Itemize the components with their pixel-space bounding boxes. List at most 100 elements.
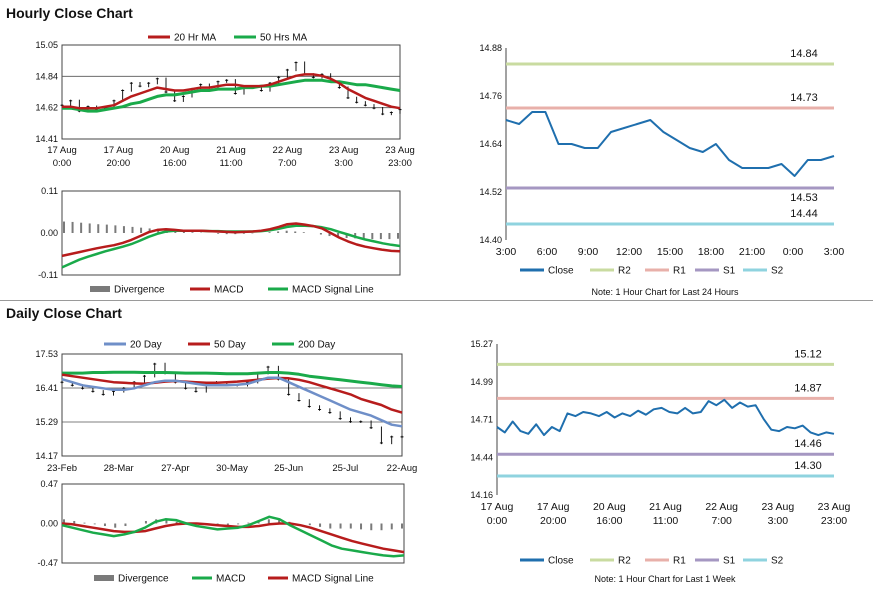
hourly-levels-note: Note: 1 Hour Chart for Last 24 Hours [591,287,739,297]
daily-levels-y-tick-label: 14.71 [470,415,493,425]
legend-daily-macd-label: MACD [216,574,245,585]
daily-levels-x-tick-label: 16:00 [596,515,622,527]
daily-macd-y-tick-label: -0.47 [37,558,58,568]
daily-levels-legend-r2-label: R2 [618,556,631,567]
daily-levels-legend-close-label: Close [548,556,574,567]
hourly-levels-s2-level-label: 14.44 [790,208,818,220]
daily-levels-s2-level-label: 14.30 [794,460,822,472]
daily-levels-x-tick-label: 23 Aug [761,501,794,513]
hourly-price-plot-area [61,44,401,140]
hourly-price-x-tick-label: 22 Aug [273,145,303,156]
daily-price-y-tick-label: 16.41 [35,383,58,393]
hourly-price-x-tick-label: 23 Aug [329,145,359,156]
daily-levels-x-tick-label: 21 Aug [649,501,682,513]
legend-50hrs-ma-label: 50 Hrs MA [260,33,308,44]
hourly-price-y-tick-label: 14.41 [35,134,58,144]
hourly-levels-s1-level-label: 14.53 [790,192,818,204]
daily-section-title: Daily Close Chart [6,305,122,321]
hourly-macd-plot-area [61,190,401,276]
daily-50day-line [61,373,403,414]
legend-hourly-macd-label: MACD [214,285,243,296]
daily-levels-x-tick-label: 23:00 [821,515,847,527]
daily-levels-s1-level-label: 14.46 [794,438,822,450]
daily-price-y-tick-label: 15.29 [35,417,58,427]
hourly-levels-x-tick-label: 18:00 [698,246,724,258]
hourly-levels-y-tick-label: 14.40 [479,235,502,245]
daily-price-x-tick-label: 28-Mar [104,463,134,474]
daily-macd-line [61,515,405,558]
hourly-price-x-tick-label: 20 Aug [160,145,190,156]
section-divider [0,300,873,301]
hourly-levels-legend-r1-label: R1 [673,266,686,277]
legend-hourly-divergence-label: Divergence [114,285,165,296]
daily-levels-x-tick-label: 23 Aug [818,501,851,513]
daily-levels-legend-s2-label: S2 [771,556,784,567]
hourly-levels-x-tick-label: 12:00 [616,246,642,258]
daily-200day-line [62,370,403,388]
daily-price-y-tick-label: 17.53 [35,349,58,359]
hourly-levels-y-tick-label: 14.64 [479,139,502,149]
hourly-levels-r1-level-label: 14.73 [790,92,818,104]
hourly-levels-x-tick-label: 15:00 [657,246,683,258]
daily-levels-close-line [496,398,835,437]
daily-levels-x-tick-label: 3:00 [768,515,789,527]
hourly-levels-legend-s1-label: S1 [723,266,736,277]
hourly-levels-x-tick-label: 9:00 [578,246,599,258]
daily-levels-x-tick-label: 17 Aug [537,501,570,513]
hourly-50hr-ma-line [62,78,401,113]
hourly-levels-legend-s2-label: S2 [771,266,784,277]
hourly-price-x-tick-label: 21 Aug [216,145,246,156]
hourly-price-x-tick-label: 23 Aug [385,145,415,156]
hourly-price-x-tick-label: 7:00 [278,158,297,169]
daily-macd-signal-line [61,522,405,554]
daily-macd-y-tick-label: 0.47 [40,479,58,489]
hourly-price-x-tick-label: 20:00 [106,158,130,169]
daily-levels-y-tick-label: 15.27 [470,339,493,349]
hourly-price-y-tick-label: 14.62 [35,103,58,113]
daily-macd-chart: 0.47 0.00 -0.47 Divergence MACD MACD Signal L… [37,479,405,585]
daily-price-plot-area [61,353,403,457]
daily-20day-line [61,376,403,428]
hourly-price-x-tick-label: 3:00 [334,158,353,169]
hourly-levels-close-line [505,111,835,177]
daily-levels-x-tick-label: 22 Aug [705,501,738,513]
legend-20-day-label: 20 Day [130,340,162,351]
legend-daily-divergence-label: Divergence [118,574,169,585]
hourly-price-y-tick-label: 15.05 [35,40,58,50]
daily-levels-x-tick-label: 20 Aug [593,501,626,513]
daily-price-chart: 17.53 16.41 15.29 14.17 23-Feb 28-Mar 27-Apr 30… [35,340,418,475]
hourly-levels-x-tick-label: 0:00 [783,246,804,258]
hourly-levels-legend-r2-label: R2 [618,266,631,277]
daily-price-x-tick-label: 22-Aug [387,463,418,474]
hourly-price-x-tick-label: 17 Aug [47,145,77,156]
legend-daily-macd-signal-label: MACD Signal Line [292,574,374,585]
daily-price-y-tick-label: 14.17 [35,451,58,461]
hourly-macd-line [61,222,401,258]
daily-levels-r1-level-label: 14.87 [794,382,822,394]
hourly-levels-x-tick-label: 6:00 [537,246,558,258]
hourly-price-x-tick-label: 16:00 [163,158,187,169]
hourly-macd-chart: 0.11 0.00 -0.11 Divergence MACD MACD Signal L… [38,186,401,296]
hourly-levels-x-tick-label: 3:00 [824,246,845,258]
hourly-20hr-ma-line [62,73,401,110]
hourly-levels-y-tick-label: 14.88 [479,43,502,53]
daily-levels-x-tick-label: 11:00 [653,515,679,527]
hourly-macd-y-tick-label: -0.11 [38,270,58,280]
hourly-levels-r2-level-label: 14.84 [790,48,818,60]
hourly-levels-legend-close-label: Close [548,266,574,277]
legend-20hr-ma-label: 20 Hr MA [174,33,217,44]
hourly-price-x-tick-label: 0:00 [53,158,72,169]
legend-hourly-macd-signal-label: MACD Signal Line [292,285,374,296]
legend-50-day-label: 50 Day [214,340,246,351]
hourly-macd-y-tick-label: 0.00 [40,228,58,238]
legend-200-day-label: 200 Day [298,340,335,351]
hourly-price-y-tick-label: 14.84 [35,71,58,81]
daily-levels-x-tick-label: 0:00 [487,515,508,527]
daily-price-x-tick-label: 25-Jul [332,463,358,474]
daily-price-x-tick-label: 27-Apr [161,463,190,474]
daily-levels-note: Note: 1 Hour Chart for Last 1 Week [595,574,736,584]
daily-levels-legend-s1-label: S1 [723,556,736,567]
daily-levels-x-tick-label: 7:00 [711,515,732,527]
daily-levels-x-tick-label: 17 Aug [481,501,514,513]
